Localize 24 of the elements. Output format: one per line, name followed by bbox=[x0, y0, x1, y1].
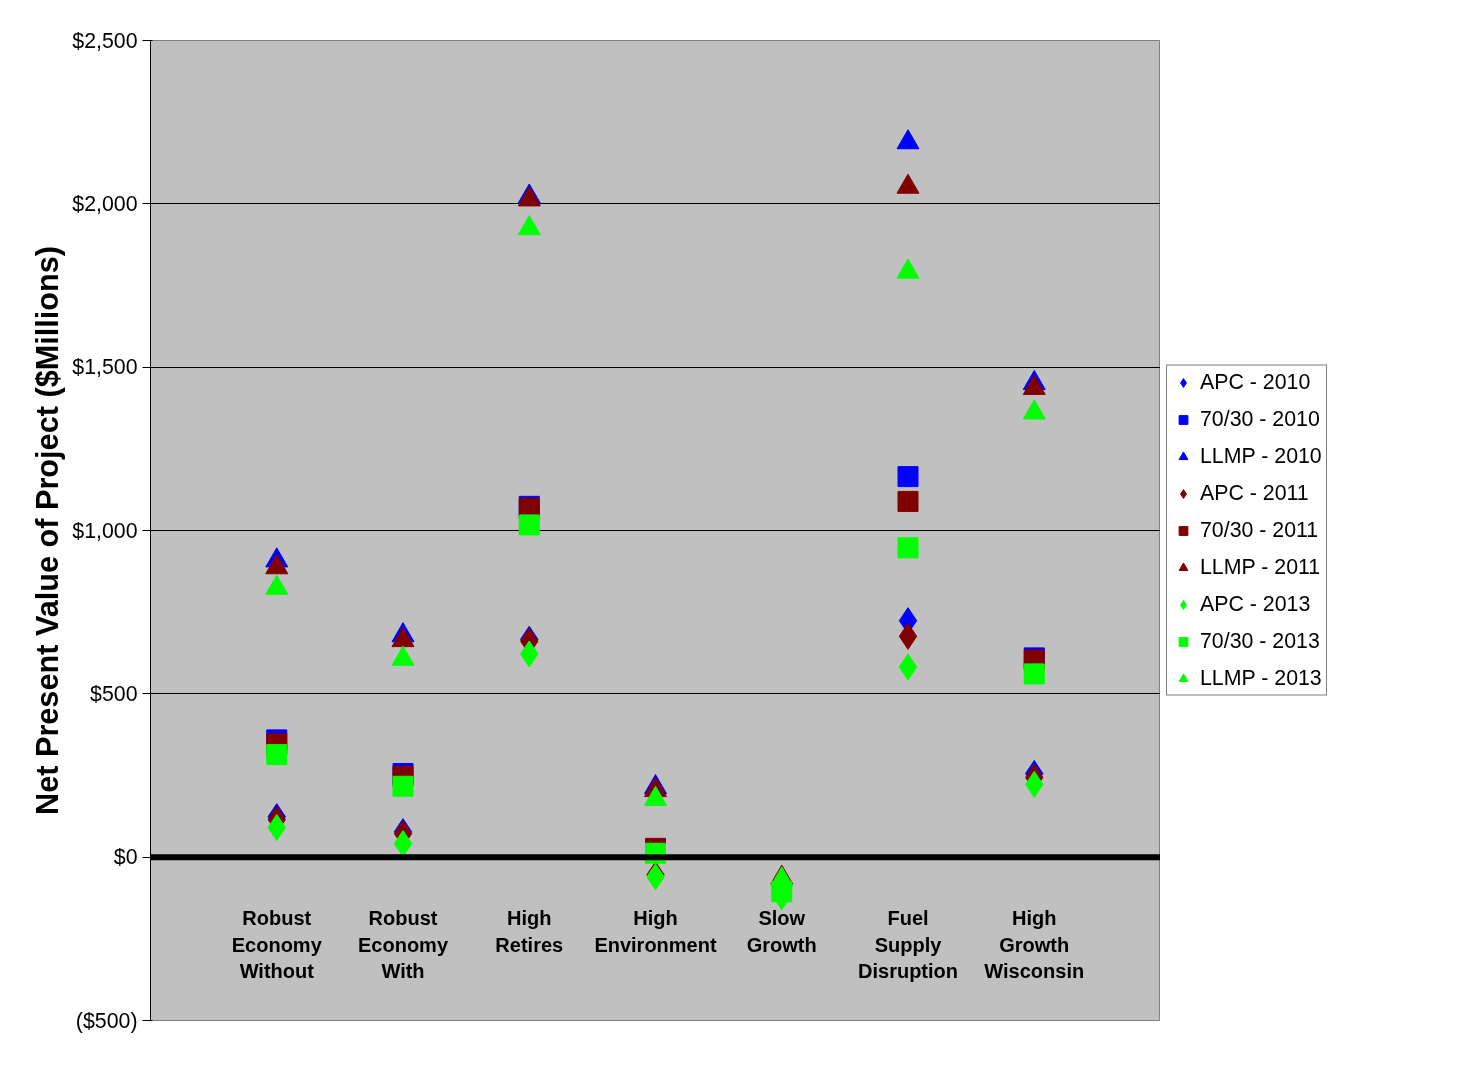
x-tick-label: Fuel Supply Disruption bbox=[858, 907, 958, 982]
legend-label: 70/30 - 2010 bbox=[1200, 406, 1320, 432]
legend-label: APC - 2011 bbox=[1200, 480, 1309, 506]
x-tick-label: High Environment bbox=[594, 907, 717, 956]
y-tick-label: $2,000 bbox=[72, 191, 138, 216]
legend-label: LLMP - 2013 bbox=[1200, 665, 1322, 691]
legend-label: LLMP - 2011 bbox=[1200, 554, 1321, 580]
x-tick-label: Robust Economy With bbox=[357, 907, 449, 982]
y-tick-label: $1,500 bbox=[72, 355, 138, 380]
legend-label: 70/30 - 2011 bbox=[1200, 517, 1319, 543]
y-tick-label: $500 bbox=[90, 681, 138, 706]
x-tick-label: High Growth Wisconsin bbox=[984, 907, 1085, 982]
y-tick-label: ($500) bbox=[75, 1008, 138, 1033]
x-tick-label: Robust Economy Without bbox=[231, 907, 323, 982]
y-tick-label: $1,000 bbox=[72, 518, 138, 543]
legend-label: APC - 2010 bbox=[1200, 369, 1311, 395]
y-axis-title: Net Present Value of Project ($Millions) bbox=[30, 246, 66, 815]
legend-label: LLMP - 2010 bbox=[1200, 443, 1322, 469]
y-tick-label: $0 bbox=[113, 845, 138, 870]
legend-label: 70/30 - 2013 bbox=[1200, 628, 1320, 654]
legend-label: APC - 2013 bbox=[1200, 591, 1311, 617]
y-tick-label: $2,500 bbox=[72, 28, 138, 53]
x-tick-label: High Retires bbox=[495, 907, 564, 956]
x-tick-label: Slow Growth bbox=[746, 907, 817, 956]
